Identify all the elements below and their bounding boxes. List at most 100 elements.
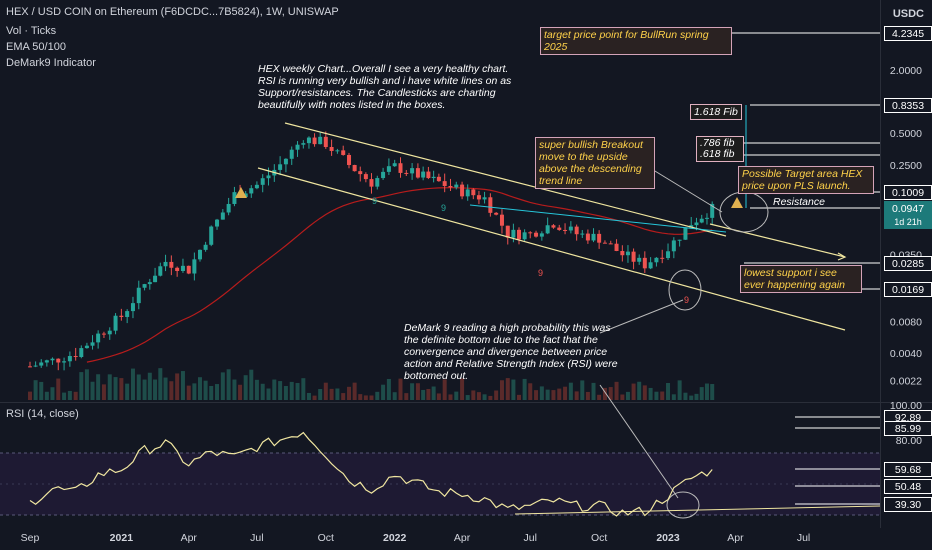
volume-bar (238, 384, 243, 400)
candle-body (119, 315, 124, 317)
volume-bar (551, 390, 556, 400)
candle-body (197, 249, 202, 260)
candle-body (153, 275, 158, 283)
price-tag-last: 0.0947 (884, 201, 932, 216)
time-axis-tick: Apr (453, 532, 471, 544)
time-axis-tick: Sep (20, 532, 40, 544)
candle-body (243, 193, 248, 198)
indicator-ema[interactable]: EMA 50/100 (6, 41, 66, 53)
volume-bar (136, 374, 141, 400)
indicator-demark[interactable]: DeMark9 Indicator (6, 57, 96, 69)
ema-lines (86, 187, 713, 363)
volume-bar (699, 387, 704, 400)
candle-body (136, 287, 141, 304)
volume-bar (226, 369, 231, 400)
time-axis-tick: Jul (796, 532, 811, 544)
price-axis-tick: 0.0080 (890, 317, 922, 329)
candle-body (557, 227, 562, 230)
volume-bar (96, 374, 101, 400)
ema-teal-trend (469, 204, 727, 233)
candle-body (539, 233, 544, 237)
candle-body (226, 203, 231, 213)
volume-bar (375, 391, 380, 400)
volume-bar (369, 395, 374, 400)
candle-body (289, 149, 294, 159)
rsi-tag-59-68: 59.68 (884, 462, 932, 477)
candle-body (460, 184, 465, 197)
candle-body (620, 250, 625, 256)
volume-bar (597, 394, 602, 400)
volume-bar (386, 378, 391, 400)
volume-bar (254, 379, 259, 400)
candle-body (312, 137, 317, 145)
candle-body (694, 222, 699, 226)
candle-body (254, 184, 259, 189)
volume-bar (232, 379, 237, 400)
upper-trendline (284, 122, 727, 237)
volume-bars (28, 368, 715, 400)
volume-bar (454, 391, 459, 400)
volume-bar (50, 387, 55, 400)
price-tag-0-1009: 0.1009 (884, 185, 932, 200)
td-count-label: 9 (372, 196, 378, 206)
candle-body (329, 147, 334, 151)
candle-body (545, 225, 550, 234)
indicator-volume[interactable]: Vol · Ticks (6, 25, 57, 37)
candle-body (677, 239, 682, 241)
demark-note: DeMark 9 reading a high probability this… (404, 322, 618, 382)
volume-bar (180, 371, 185, 400)
candle-body (28, 366, 32, 368)
volume-bar (511, 379, 516, 400)
candle-body (107, 330, 112, 335)
candle-body (375, 178, 380, 187)
volume-bar (476, 392, 481, 400)
rsi-tag-85-99: 85.99 (884, 421, 932, 436)
rsi-label[interactable]: RSI (14, close) (6, 408, 79, 420)
candle-body (101, 333, 106, 335)
candle-body (347, 154, 352, 165)
fib-786-label: .786 fib (700, 137, 735, 149)
fib-1618-label: 1.618 Fib (690, 104, 742, 120)
volume-bar (101, 384, 106, 400)
volume-bar (306, 392, 311, 400)
volume-bar (591, 382, 596, 400)
volume-bar (410, 383, 415, 400)
volume-bar (528, 383, 533, 400)
volume-bar (710, 384, 715, 400)
volume-bar (39, 381, 44, 400)
volume-bar (147, 372, 152, 400)
candle-body (404, 172, 409, 174)
candle-body (517, 229, 522, 240)
volume-bar (574, 391, 579, 400)
volume-bar (62, 392, 67, 400)
candle-body (704, 217, 709, 219)
volume-bar (169, 381, 174, 400)
rsi-tag-50-48: 50.48 (884, 479, 932, 494)
volume-bar (33, 380, 38, 400)
volume-bar (671, 394, 676, 400)
candle-body (56, 358, 61, 363)
volume-bar (448, 394, 453, 400)
volume-bar (215, 384, 220, 400)
candle-body (232, 192, 237, 204)
price-axis-tick: 0.5000 (890, 128, 922, 140)
time-axis-tick: Jul (523, 532, 537, 544)
candle-body (511, 229, 516, 238)
candles (28, 131, 715, 371)
volume-bar (329, 388, 334, 400)
volume-bar (539, 386, 544, 400)
volume-bar (113, 377, 118, 400)
candle-body (96, 333, 101, 343)
rsi-bottom-circle (666, 491, 700, 519)
time-axis-tick: Oct (590, 532, 608, 544)
volume-bar (522, 378, 527, 400)
candle-body (426, 171, 431, 179)
candle-body (637, 257, 642, 262)
breakout-note: super bullish Breakout move to the upsid… (535, 137, 655, 189)
volume-bar (689, 395, 694, 400)
weekly-chart-note: HEX weekly Chart...Overall I see a very … (258, 63, 512, 111)
volume-bar (608, 387, 613, 400)
candle-body (471, 189, 476, 196)
chart-title: HEX / USD COIN on Ethereum (F6DCDC...7B5… (6, 6, 339, 18)
candle-body (79, 348, 84, 358)
